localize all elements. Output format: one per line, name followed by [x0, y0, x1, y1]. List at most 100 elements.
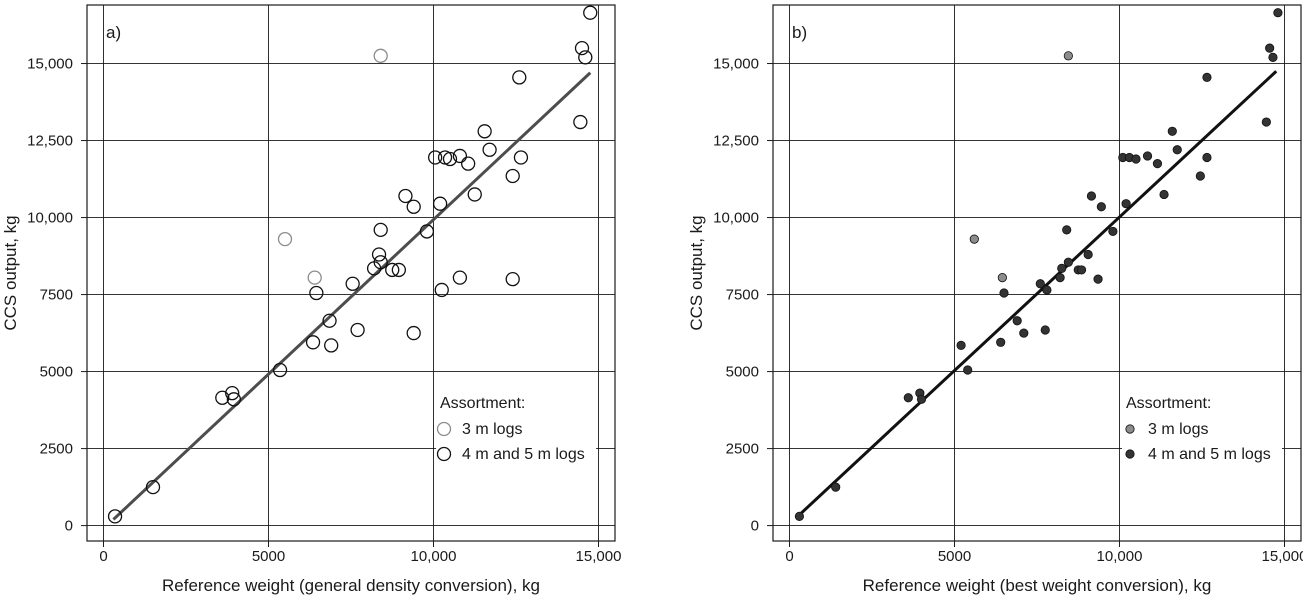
data-point [1152, 159, 1163, 169]
legend-title: Assortment: [440, 395, 525, 412]
data-point [1093, 274, 1103, 284]
data-point [578, 50, 593, 65]
x-tick-label: 15,000 [576, 548, 622, 565]
x-tick-label: 10,000 [1097, 548, 1143, 565]
data-point [427, 150, 443, 165]
legend-label: 4 m and 5 m logs [1148, 446, 1271, 463]
legend-label: 3 m logs [1148, 421, 1208, 438]
legend-marker [436, 446, 452, 462]
data-point [406, 199, 421, 214]
data-point [482, 142, 497, 157]
data-point [460, 156, 476, 171]
data-point [107, 509, 123, 524]
y-tick-label: 7500 [40, 287, 73, 304]
data-point [1172, 145, 1182, 155]
data-point [467, 187, 482, 202]
data-point [373, 222, 388, 238]
x-tick-label: 0 [99, 548, 107, 565]
data-point [574, 40, 590, 56]
data-point [145, 479, 161, 495]
data-point [1131, 154, 1141, 164]
data-point [419, 224, 435, 239]
data-point [969, 234, 979, 244]
data-point [324, 338, 339, 353]
y-tick-label: 12,500 [27, 133, 73, 150]
y-tick-label: 10,000 [713, 210, 759, 227]
data-point [272, 362, 288, 378]
legend-background [436, 392, 596, 462]
data-point [225, 385, 240, 401]
data-point [432, 196, 448, 211]
panel-label: b) [792, 23, 807, 42]
regression-line [112, 71, 592, 521]
data-point [1159, 189, 1169, 200]
data-point [452, 148, 468, 164]
data-point [442, 151, 458, 167]
legend-label: 4 m and 5 m logs [462, 446, 585, 463]
scatter-panel-a: 0 5000 10,000 15,000 0 2500 5000 7500 10,000 12,5… [1, 4, 622, 595]
y-tick-label: 5000 [726, 364, 759, 381]
data-point [1019, 328, 1029, 338]
data-point [1202, 72, 1212, 82]
data-point [350, 322, 365, 338]
data-point [434, 282, 449, 298]
data-point [512, 70, 527, 85]
data-point [1062, 225, 1072, 235]
data-point [477, 124, 492, 139]
data-point [215, 390, 230, 405]
data-point [385, 262, 400, 278]
y-tick-label: 7500 [726, 287, 759, 304]
data-point [1055, 273, 1065, 283]
legend-marker [436, 421, 452, 437]
data-point [1063, 51, 1073, 61]
data-point [406, 325, 421, 341]
data-point [1142, 151, 1153, 161]
data-point [1035, 279, 1045, 289]
y-tick-label: 2500 [40, 441, 73, 458]
legend-background [1122, 392, 1282, 462]
y-tick-label: 10,000 [27, 210, 73, 227]
data-point [996, 337, 1006, 347]
x-tick-label: 0 [785, 548, 793, 565]
regression-line [796, 70, 1278, 518]
y-axis-title: CCS output, kg [687, 215, 706, 330]
legend-marker [1125, 424, 1135, 434]
legend-marker [1125, 449, 1135, 459]
data-point [831, 482, 841, 492]
data-point [956, 340, 966, 350]
y-tick-label: 0 [65, 518, 73, 535]
data-point [391, 262, 407, 278]
data-point [513, 150, 529, 165]
data-point [309, 285, 324, 301]
data-point [398, 188, 413, 204]
data-point [1076, 265, 1087, 275]
x-tick-label: 5000 [938, 548, 971, 565]
data-point [1273, 8, 1283, 18]
data-point [903, 393, 913, 403]
data-point [1063, 257, 1073, 267]
data-point [916, 394, 927, 404]
data-point [1042, 285, 1052, 295]
data-point [1086, 191, 1097, 201]
data-point [1167, 126, 1177, 136]
data-point [277, 231, 293, 247]
data-point [373, 48, 388, 63]
data-point [307, 270, 322, 285]
data-point [1040, 325, 1050, 335]
data-point [963, 365, 973, 375]
legend-label: 3 m logs [462, 421, 522, 438]
data-point [373, 255, 388, 270]
data-point [1096, 202, 1106, 212]
data-point [1121, 199, 1131, 209]
legend-title: Assortment: [1126, 395, 1211, 412]
scatter-panel-b: 0 5000 10,000 15,000 0 2500 5000 7500 10,000 12,5… [687, 4, 1303, 595]
x-tick-label: 5000 [252, 548, 285, 565]
data-point [505, 272, 520, 287]
y-tick-label: 2500 [726, 441, 759, 458]
data-point [345, 276, 360, 291]
data-point [1108, 226, 1118, 237]
y-tick-label: 15,000 [713, 56, 759, 73]
data-point [997, 273, 1007, 283]
data-point [1261, 117, 1271, 127]
